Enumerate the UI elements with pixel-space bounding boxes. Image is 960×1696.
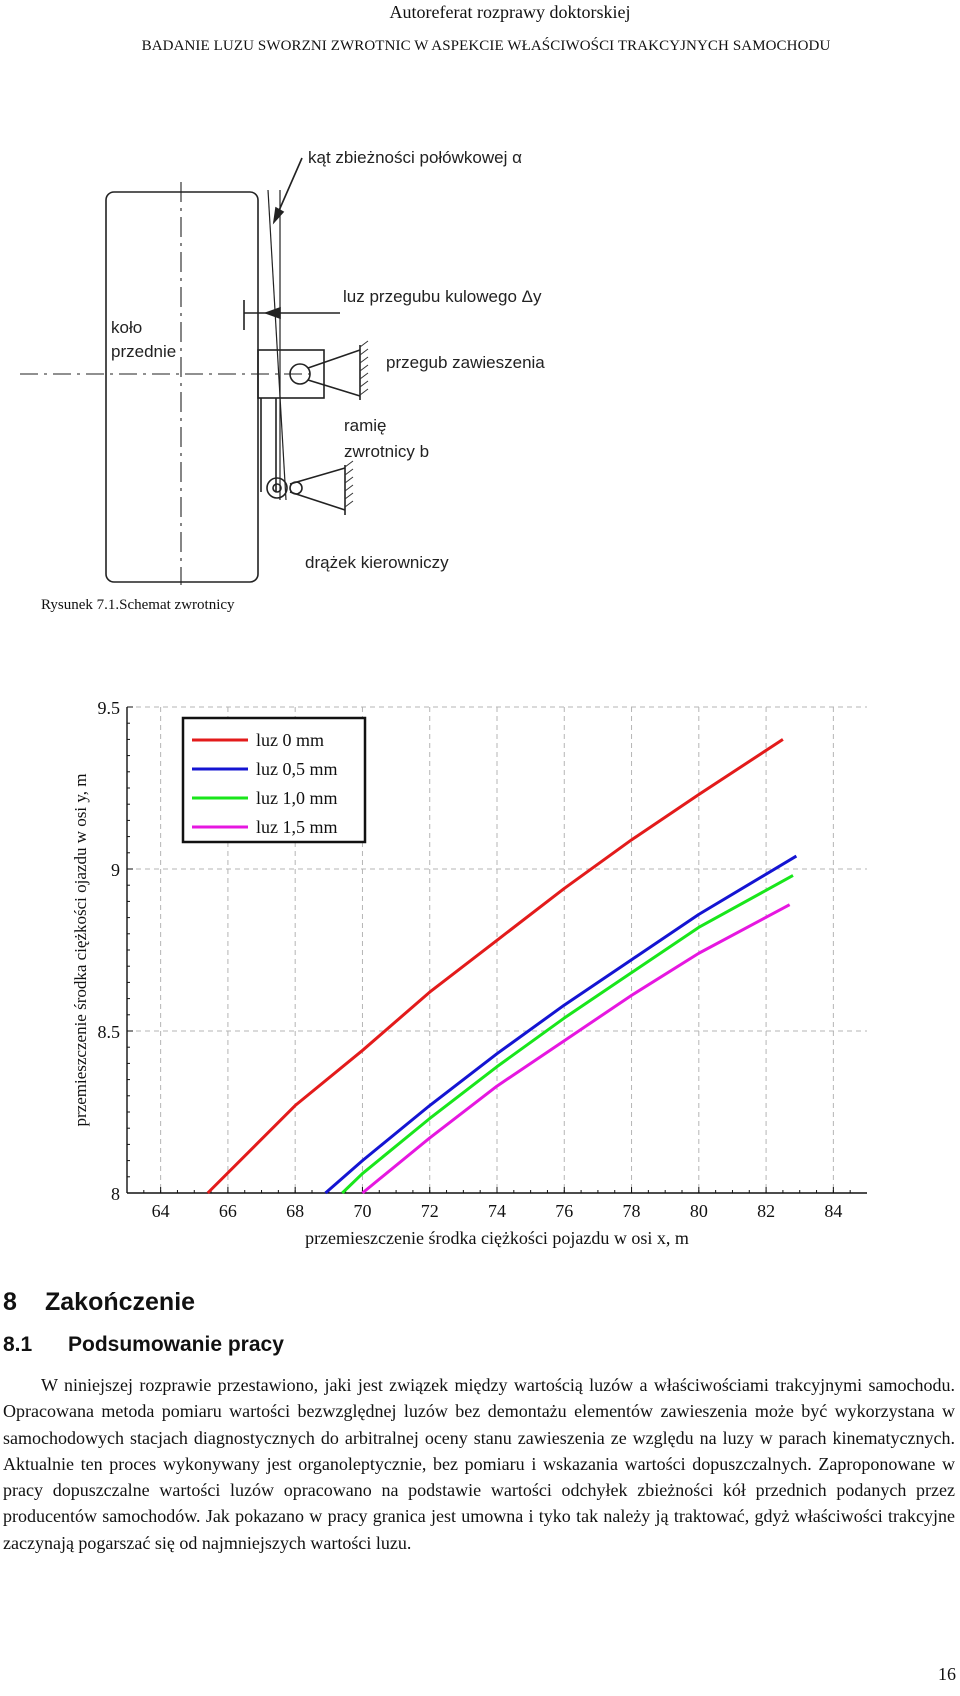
section-title: Zakończenie [45,1288,196,1316]
x-tick-label: 68 [286,1201,304,1221]
lower-arm-line-2 [289,491,346,511]
label-arm-2: zwrotnicy b [344,442,429,461]
knuckle-upper-block [257,349,325,399]
y-tick-label: 8 [111,1184,120,1204]
legend-label: luz 0 mm [256,730,324,750]
lower-mount-hatching [344,460,354,508]
section-heading: 8 Zakończenie [3,1288,195,1317]
angle-line-inclined [267,189,287,501]
x-tick-label: 80 [690,1201,708,1221]
page-number: 16 [938,1664,956,1684]
x-axis-label: przemieszczenie środka ciężkości pojazdu… [305,1228,689,1248]
x-tick-label: 76 [555,1201,573,1221]
section-number: 8 [3,1288,17,1316]
wheel-outline [105,191,259,583]
label-wheel-2: przednie [111,342,176,361]
series-line-0 [206,738,784,1195]
upper-mount-hatching [359,340,369,396]
x-tick-label: 78 [623,1201,641,1221]
legend-label: luz 0,5 mm [256,759,338,779]
x-tick-label: 66 [219,1201,237,1221]
subsection-heading: 8.1 Podsumowanie pracy [3,1333,284,1357]
lower-ball-joint [266,477,288,499]
x-tick-label: 82 [757,1201,775,1221]
body-paragraph: W niniejszej rozprawie przestawiono, jak… [3,1375,955,1553]
y-tick-label: 9 [111,860,120,880]
y-tick-label: 8.5 [98,1022,121,1042]
x-tick-label: 84 [824,1201,842,1221]
x-tick-label: 64 [152,1201,170,1221]
y-axis-label: przemieszczenie środka ciężkości ojazdu … [71,774,90,1127]
series-line-1 [324,854,798,1195]
play-arrowhead [263,306,281,320]
chart-ticks: 64 66 68 70 72 74 76 78 80 82 84 8 8.5 9 9.5 [98,698,851,1221]
label-play: luz przegubu kulowego Δy [343,287,542,306]
x-tick-label: 70 [353,1201,371,1221]
upper-arm-line-2 [307,379,361,397]
label-tie-rod: drążek kierowniczy [305,553,449,572]
legend-label: luz 1,0 mm [256,788,338,808]
x-tick-label: 72 [421,1201,439,1221]
header-title: Autoreferat rozprawy doktorskiej [389,2,631,22]
x-tick-label: 74 [488,1201,506,1221]
series-line-2 [341,874,794,1195]
legend-label: luz 1,5 mm [256,817,338,837]
figure-caption: Rysunek 7.1.Schemat zwrotnicy [41,597,235,613]
lower-ball-joint-inner [272,483,282,493]
label-joint: przegub zawieszenia [386,353,545,372]
label-angle: kąt zbieżności połówkowej α [308,148,522,167]
upper-arm-line-1 [307,349,361,369]
upper-ball-joint [289,363,311,385]
chart-series [206,738,798,1195]
lower-arm-line-1 [289,467,346,485]
series-line-3 [361,903,791,1195]
label-wheel-1: koło [111,318,142,337]
subsection-number: 8.1 [3,1333,33,1356]
chart-legend: luz 0 mm luz 0,5 mm luz 1,0 mm luz 1,5 mm [181,716,367,844]
angle-arrowhead [272,206,285,225]
y-tick-label: 9.5 [98,698,121,718]
subsection-title: Podsumowanie pracy [68,1333,284,1356]
steering-knuckle-diagram: kąt zbieżności połówkowej α luz przegubu… [20,148,545,585]
label-arm-1: ramię [344,416,387,435]
header-subtitle: BADANIE LUZU SWORZNI ZWROTNIC W ASPEKCIE… [141,38,831,54]
